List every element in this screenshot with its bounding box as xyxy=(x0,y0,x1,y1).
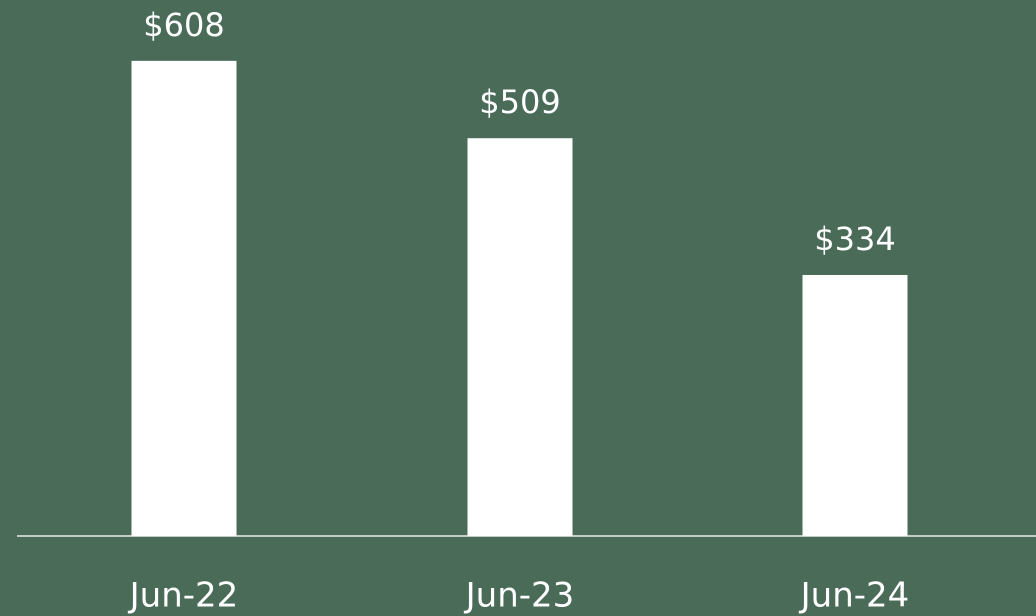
value-label: $334 xyxy=(814,220,895,258)
bar xyxy=(802,274,908,536)
x-tick-label: Jun-22 xyxy=(128,576,239,616)
value-label: $509 xyxy=(479,83,560,121)
x-tick-label: Jun-23 xyxy=(464,576,575,616)
x-tick-label: Jun-24 xyxy=(799,576,910,616)
bar xyxy=(467,138,573,537)
value-label: $608 xyxy=(143,6,224,44)
bar xyxy=(131,60,237,537)
